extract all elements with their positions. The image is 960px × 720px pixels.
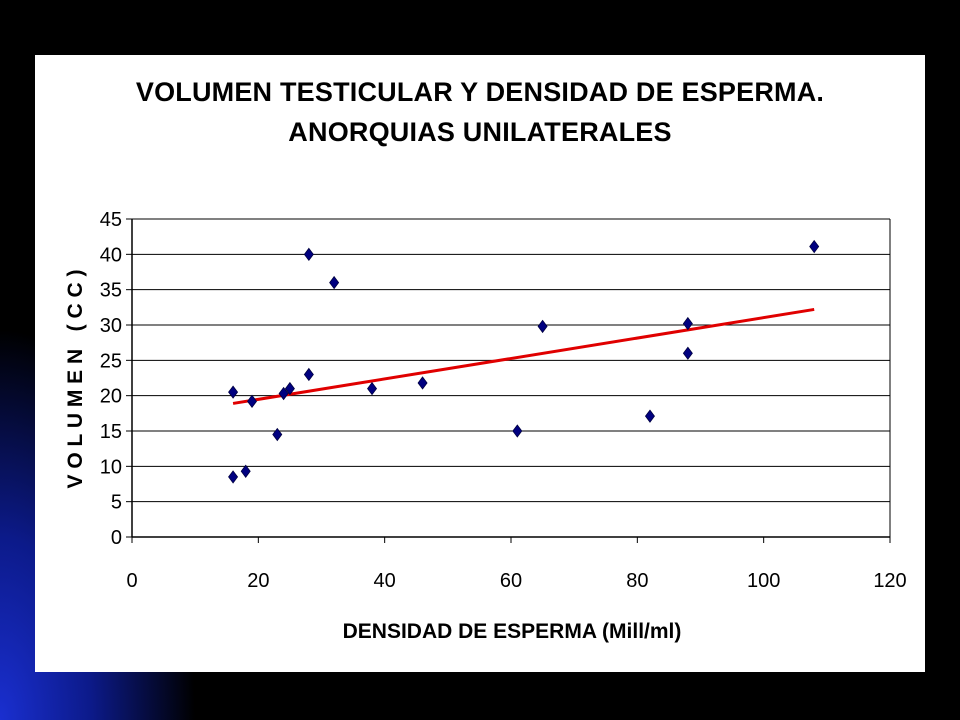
data-point — [278, 386, 289, 401]
y-tick-label: 40 — [100, 244, 122, 266]
y-tick-label: 45 — [100, 209, 122, 231]
x-tick-label: 80 — [626, 570, 648, 592]
trendline — [232, 307, 815, 405]
data-point — [682, 346, 693, 360]
x-tick-label: 40 — [374, 570, 396, 592]
data-point — [809, 239, 820, 254]
data-point — [284, 381, 295, 396]
data-point — [272, 427, 283, 442]
y-tick-label: 25 — [100, 350, 122, 372]
data-point — [228, 385, 239, 399]
y-tick-label: 20 — [100, 386, 122, 408]
data-point — [644, 409, 655, 423]
x-axis-title: DENSIDAD DE ESPERMA (Mill/ml) — [343, 620, 682, 643]
y-tick-label: 35 — [100, 280, 122, 302]
y-axis-title: V O L U M E N ( C C ) — [64, 270, 87, 489]
data-point — [417, 376, 428, 390]
data-point — [512, 424, 523, 438]
x-tick-label: 20 — [247, 570, 269, 592]
axis-layer — [126, 218, 891, 543]
data-point — [303, 367, 314, 382]
trendline-layer — [232, 307, 815, 405]
data-point — [682, 316, 693, 331]
y-tick-label: 0 — [111, 527, 122, 549]
data-point — [537, 319, 548, 334]
data-point — [228, 470, 239, 484]
y-tick-label: 15 — [100, 421, 122, 443]
data-point — [329, 275, 340, 290]
y-tick-label: 30 — [100, 315, 122, 337]
data-point — [303, 247, 314, 262]
y-tick-label: 10 — [100, 456, 122, 478]
data-points-layer — [228, 239, 820, 484]
x-tick-label: 120 — [873, 570, 906, 592]
data-point — [247, 394, 258, 408]
chart-title-line-1: VOLUMEN TESTICULAR Y DENSIDAD DE ESPERMA… — [135, 77, 825, 107]
x-tick-label: 60 — [500, 570, 522, 592]
data-point — [240, 464, 251, 478]
data-point — [367, 381, 378, 396]
grid-layer — [132, 218, 890, 503]
chart-title-line-2: ANORQUIAS UNILATERALES — [288, 117, 672, 147]
y-tick-label: 5 — [111, 492, 122, 514]
x-tick-label: 100 — [747, 570, 780, 592]
tick-labels-layer: 0 5 10 15 20 25 30 35 40 45 0 20 40 60 80 100 120 — [100, 209, 907, 592]
x-tick-label: 0 — [126, 570, 137, 592]
